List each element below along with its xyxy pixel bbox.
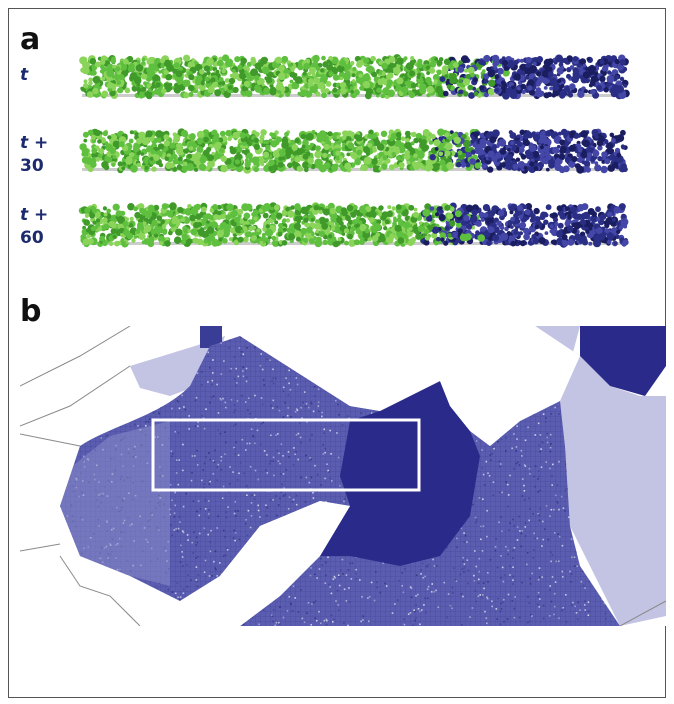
white-gap-mid [440,326,580,446]
forest-strip-t-30 [79,128,628,174]
time-label-t: t [20,64,28,87]
time-label-var: t [20,65,29,85]
time-label-t-60: t + 60 [20,204,48,250]
time-label-line2: 30 [20,156,44,176]
time-label-var: t [20,133,29,153]
time-label-t-30: t + 30 [20,132,48,178]
time-label-suffix: + [28,133,49,153]
time-label-var: t [20,205,29,225]
forest-strip-t [79,54,630,100]
time-label-line2: 60 [20,228,44,248]
white-gap-lower [180,501,350,626]
landscape-map [20,326,666,626]
highlight-box [151,418,421,492]
dark-region-topright [580,326,666,396]
white-gap-top [240,326,450,411]
panel-a-letter: a [20,22,41,57]
small-dark-cell [200,326,222,348]
forest-strip-t-60 [78,202,629,248]
time-label-suffix: + [28,205,49,225]
light-region-right [535,326,666,626]
panel-b-letter: b [20,294,42,329]
dark-central-zone [320,381,480,566]
